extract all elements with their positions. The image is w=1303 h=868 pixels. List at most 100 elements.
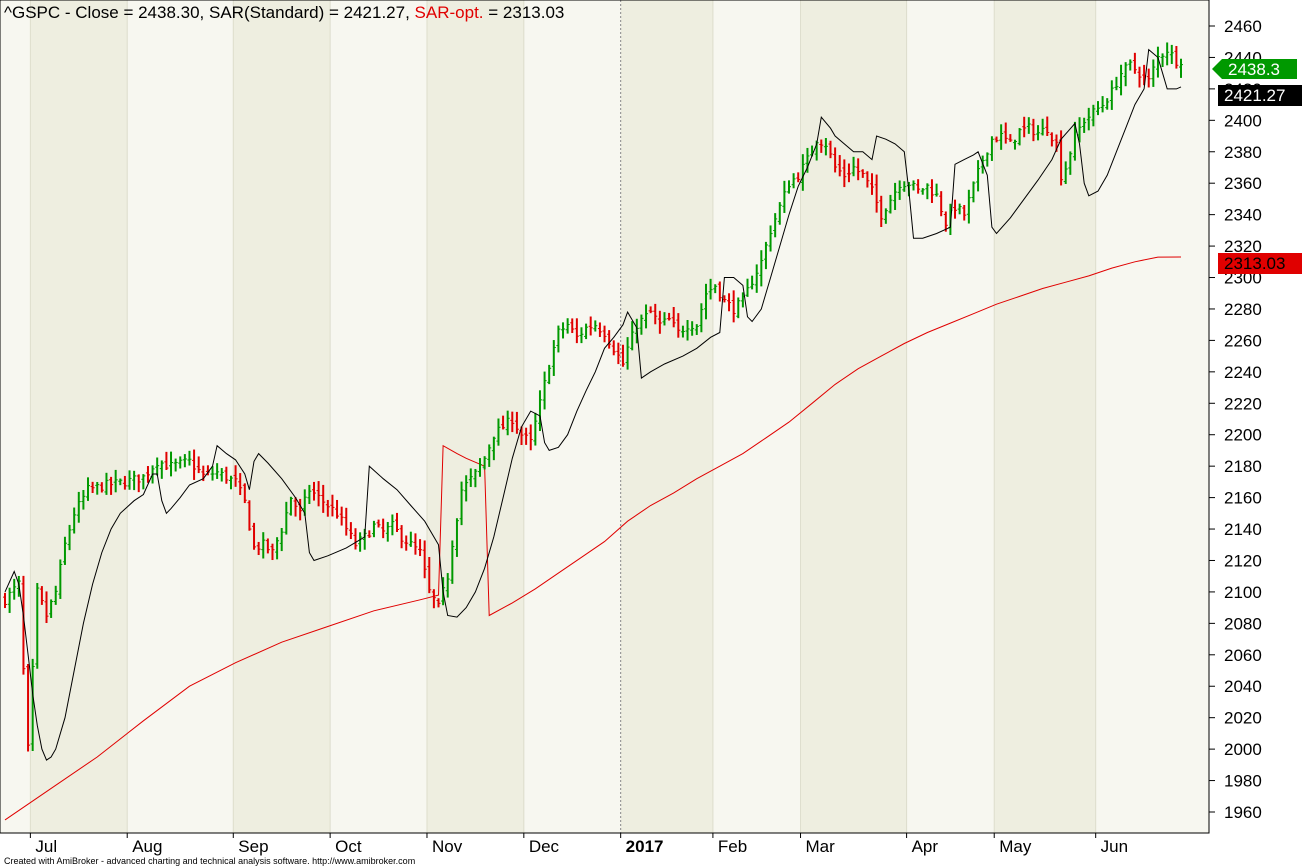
price-bar bbox=[335, 499, 340, 519]
price-bar bbox=[1022, 116, 1027, 138]
price-bar bbox=[1068, 151, 1073, 175]
price-bar bbox=[883, 208, 888, 224]
price-bar bbox=[897, 180, 902, 200]
price-bar bbox=[164, 451, 169, 470]
price-bar bbox=[657, 310, 662, 334]
price-bar bbox=[1174, 45, 1179, 69]
price-bar bbox=[644, 304, 649, 329]
price-bar bbox=[911, 180, 916, 191]
price-bar bbox=[685, 320, 690, 341]
month-band bbox=[426, 0, 524, 833]
price-bar bbox=[122, 475, 127, 490]
price-bar bbox=[690, 321, 695, 336]
y-tick-label: 2100 bbox=[1224, 583, 1262, 602]
price-bar bbox=[985, 152, 990, 167]
price-bar bbox=[35, 582, 40, 669]
price-bar bbox=[1031, 118, 1036, 142]
price-bar bbox=[385, 521, 390, 542]
price-bars bbox=[3, 42, 1183, 752]
price-bar bbox=[81, 489, 86, 510]
price-bar bbox=[99, 482, 104, 493]
price-bar bbox=[561, 322, 566, 339]
price-bar bbox=[501, 415, 506, 430]
month-label: Aug bbox=[132, 837, 162, 856]
y-axis: 1960 1980 2000 2020 2040 2060 2080 2100 2120 2140… bbox=[1209, 17, 1262, 822]
price-bar bbox=[348, 522, 353, 540]
price-bar bbox=[727, 293, 732, 312]
y-tick-label: 2000 bbox=[1224, 740, 1262, 759]
price-bar bbox=[667, 312, 672, 321]
price-bar bbox=[1036, 125, 1041, 141]
price-bar bbox=[330, 494, 335, 517]
price-bar bbox=[1146, 68, 1151, 88]
price-bar bbox=[533, 412, 538, 446]
price-bar bbox=[943, 211, 948, 232]
month-band bbox=[906, 0, 995, 833]
price-bar bbox=[860, 169, 865, 178]
price-bar bbox=[422, 540, 427, 579]
price-bar bbox=[925, 183, 930, 200]
price-bar bbox=[510, 411, 515, 433]
price-bar bbox=[888, 194, 893, 214]
price-bar bbox=[275, 537, 280, 560]
price-bar bbox=[870, 173, 875, 195]
price-bar bbox=[238, 473, 243, 496]
price-bar bbox=[1155, 46, 1160, 78]
price-bar bbox=[787, 180, 791, 194]
price-bar bbox=[288, 496, 293, 516]
price-bar bbox=[256, 541, 261, 556]
price-bar bbox=[141, 474, 146, 490]
price-bar bbox=[565, 318, 570, 334]
price-bar bbox=[321, 484, 326, 513]
price-bar bbox=[842, 159, 847, 188]
price-bar bbox=[1008, 134, 1013, 142]
price-bar bbox=[1105, 98, 1110, 110]
month-label: Sep bbox=[238, 837, 268, 856]
price-bar bbox=[819, 139, 824, 153]
price-bar bbox=[228, 475, 233, 490]
price-bar bbox=[828, 140, 833, 159]
price-bar bbox=[395, 512, 399, 533]
month-label: Feb bbox=[718, 837, 747, 856]
price-bar bbox=[777, 202, 782, 225]
y-tick-label: 2140 bbox=[1224, 520, 1262, 539]
price-bar bbox=[953, 199, 958, 219]
sar-standard-label: 2421.27 bbox=[1224, 86, 1285, 105]
price-bar bbox=[782, 180, 787, 213]
price-bar bbox=[1151, 59, 1156, 87]
price-bar bbox=[597, 322, 602, 337]
price-bar bbox=[293, 497, 298, 517]
y-tick-label: 1980 bbox=[1224, 772, 1262, 791]
price-bar bbox=[1137, 66, 1142, 88]
sar-standard-series bbox=[4, 48, 1182, 761]
price-bar bbox=[694, 324, 699, 335]
price-bar bbox=[676, 313, 681, 338]
price-bar bbox=[1003, 122, 1008, 144]
price-bar bbox=[376, 519, 381, 528]
price-bar bbox=[233, 465, 238, 487]
y-tick-label: 2060 bbox=[1224, 646, 1262, 665]
price-bar bbox=[551, 340, 556, 376]
price-bar bbox=[44, 591, 49, 624]
price-bar bbox=[118, 478, 123, 486]
month-band bbox=[30, 0, 128, 833]
price-bar bbox=[169, 451, 174, 477]
price-bar bbox=[791, 173, 796, 189]
price-bar bbox=[219, 468, 224, 482]
y-tick-label: 2160 bbox=[1224, 489, 1262, 508]
price-bar bbox=[242, 483, 247, 504]
price-bar bbox=[464, 475, 469, 502]
price-bar bbox=[796, 172, 801, 183]
price-bar bbox=[39, 586, 44, 605]
price-bar bbox=[261, 532, 266, 559]
price-bar bbox=[381, 518, 386, 539]
price-bar bbox=[745, 278, 750, 297]
price-bar bbox=[215, 463, 220, 479]
price-bar bbox=[427, 556, 432, 594]
gridlines bbox=[29, 0, 1097, 833]
price-bar bbox=[192, 449, 197, 480]
y-tick-label: 2120 bbox=[1224, 551, 1262, 570]
month-bands bbox=[0, 0, 1209, 833]
price-bar bbox=[514, 411, 519, 434]
